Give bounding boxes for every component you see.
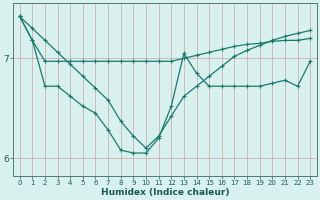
X-axis label: Humidex (Indice chaleur): Humidex (Indice chaleur) (101, 188, 229, 197)
